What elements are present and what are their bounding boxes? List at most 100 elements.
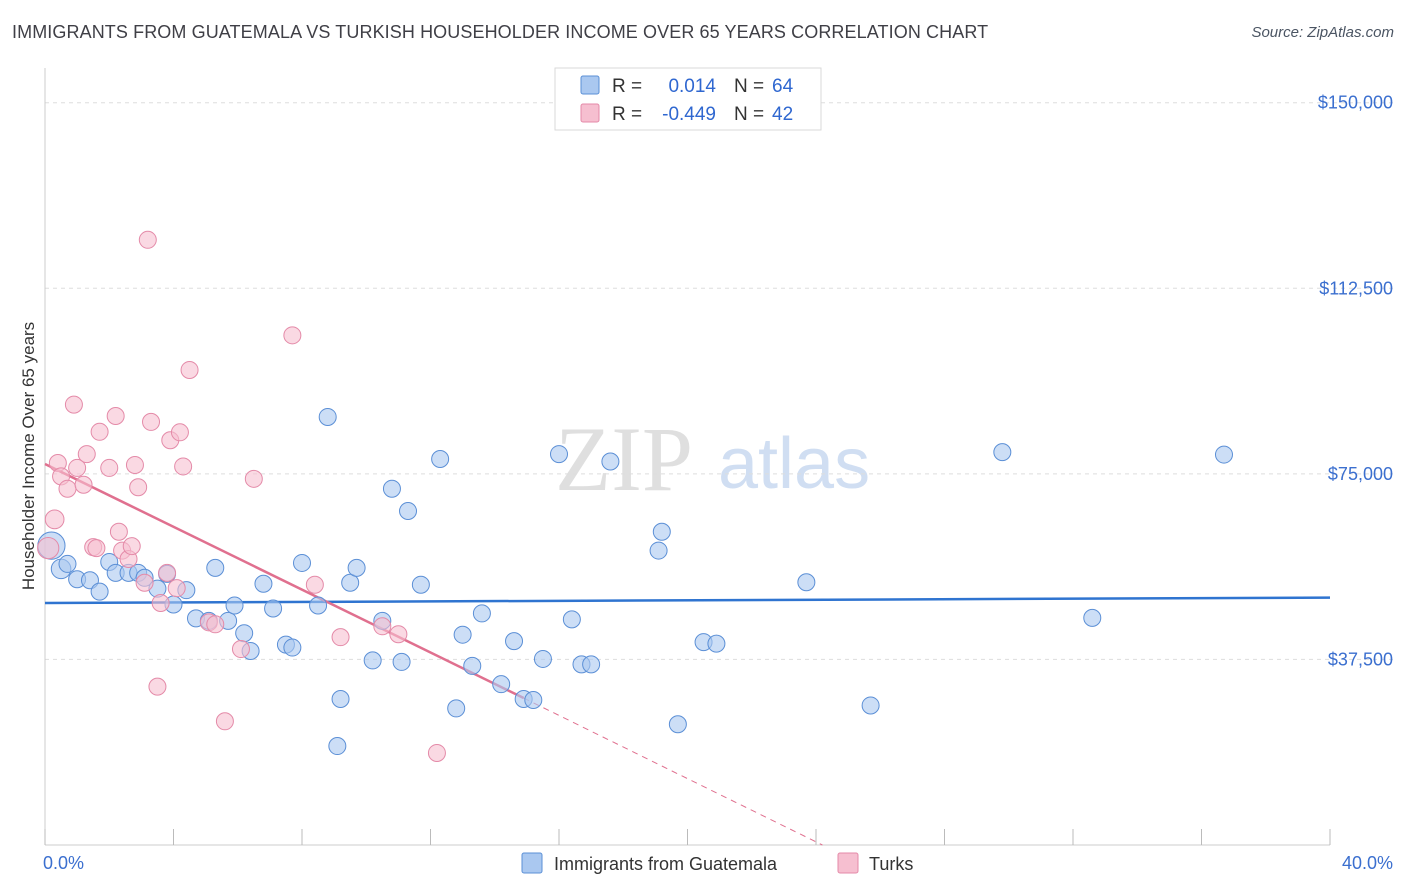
guatemala-point	[347, 558, 366, 577]
guatemala-point	[668, 715, 687, 734]
turks-point	[106, 406, 125, 425]
turks-point	[283, 326, 302, 345]
guatemala-point	[993, 443, 1012, 462]
turks-point	[44, 509, 65, 530]
turks-point	[77, 445, 96, 464]
turks-point	[305, 575, 324, 594]
y-tick-label-0: $37,500	[1328, 649, 1393, 669]
stats-n-label-pink: N =	[734, 104, 764, 125]
guatemala-point	[1214, 445, 1233, 464]
trend-lines	[44, 462, 1331, 846]
watermark-atlas: atlas	[718, 424, 870, 504]
guatemala-point	[463, 656, 482, 675]
guatemala-point	[293, 553, 311, 572]
guatemala-point	[524, 691, 543, 710]
guatemala-point	[550, 445, 568, 464]
guatemala-point	[331, 690, 350, 709]
turks-point	[37, 536, 60, 560]
guatemala-point	[472, 604, 491, 623]
turks-point	[142, 412, 161, 431]
turks-trend-line	[44, 462, 525, 700]
turks-point	[129, 478, 148, 497]
guatemala-point	[861, 696, 880, 715]
guatemala-point	[283, 638, 302, 657]
stats-n-label-blue: N =	[734, 76, 764, 97]
legend-label-turks: Turks	[869, 854, 913, 874]
turks-point	[68, 458, 87, 477]
x-tick-label-min: 0.0%	[43, 853, 84, 873]
guatemala-point	[582, 655, 601, 674]
turks-point	[100, 458, 119, 477]
guatemala-point	[601, 452, 620, 471]
stats-r-value-pink: -0.449	[662, 104, 716, 125]
turks-point	[125, 455, 144, 474]
guatemala-point	[382, 479, 401, 498]
y-tick-label-3: $150,000	[1318, 93, 1393, 113]
guatemala-point	[392, 652, 411, 671]
stats-r-label-blue: R =	[612, 76, 642, 97]
chart-title: IMMIGRANTS FROM GUATEMALA VS TURKISH HOU…	[12, 22, 989, 42]
turks-point	[215, 712, 234, 731]
turks-point	[244, 469, 263, 488]
turks-point	[148, 677, 167, 696]
turks-point	[138, 230, 157, 249]
turks-point	[206, 615, 225, 634]
turks-point	[122, 537, 141, 556]
guatemala-point	[453, 625, 472, 644]
turks-point	[151, 594, 170, 613]
legend-swatch-guatemala	[521, 852, 543, 874]
watermark-zip: ZIP	[555, 408, 693, 510]
guatemala-point	[264, 599, 283, 618]
stats-legend-swatch-pink	[580, 103, 600, 123]
guatemala-point	[431, 450, 450, 469]
turks-point	[231, 640, 250, 659]
guatemala-point	[649, 541, 668, 560]
guatemala-point	[797, 573, 816, 592]
turks-point	[167, 579, 186, 598]
guatemala-point	[533, 649, 552, 668]
stats-n-value-blue: 64	[772, 76, 794, 97]
legend-label-guatemala: Immigrants from Guatemala	[554, 854, 778, 874]
y-axis-label: Householder Income Over 65 years	[19, 322, 38, 590]
stats-r-value-blue: 0.014	[668, 76, 716, 97]
turks-point	[135, 573, 154, 592]
guatemala-point	[1083, 608, 1102, 627]
guatemala-point	[707, 634, 726, 653]
turks-point	[170, 423, 189, 442]
turks-point	[64, 395, 83, 414]
guatemala-point	[363, 651, 382, 670]
legend-swatch-turks	[837, 852, 859, 874]
turks-point	[180, 360, 199, 379]
turks-point	[331, 628, 350, 647]
guatemala-point	[206, 558, 225, 577]
turks-point	[87, 539, 106, 558]
source-credit: Source: ZipAtlas.com	[1251, 24, 1394, 41]
data-points	[37, 230, 1233, 762]
guatemala-point	[328, 737, 347, 756]
turks-point	[158, 563, 177, 582]
stats-legend: R = 0.014 N = 64 R = -0.449 N = 42	[554, 67, 822, 131]
y-tick-label-1: $75,000	[1328, 464, 1393, 484]
guatemala-point	[411, 575, 430, 594]
guatemala-point	[447, 699, 466, 718]
turks-point	[373, 617, 392, 636]
guatemala-point	[225, 596, 244, 615]
turks-point	[58, 479, 77, 498]
guatemala-point	[399, 501, 418, 520]
guatemala-point	[309, 596, 328, 615]
turks-point	[174, 457, 193, 476]
y-tick-label-2: $112,500	[1319, 278, 1393, 298]
guatemala-trend-line	[44, 596, 1331, 605]
guatemala-point	[505, 632, 524, 651]
y-tick-labels: $37,500 $75,000 $112,500 $150,000	[1318, 93, 1393, 670]
guatemala-point	[652, 522, 671, 541]
turks-point	[74, 475, 93, 494]
guatemala-point	[254, 574, 273, 593]
turks-point	[427, 743, 446, 762]
guatemala-point	[235, 624, 254, 643]
gridlines	[45, 102, 1393, 660]
turks-point	[389, 625, 408, 644]
turks-trend-extension	[523, 697, 823, 846]
guatemala-point	[58, 554, 77, 573]
